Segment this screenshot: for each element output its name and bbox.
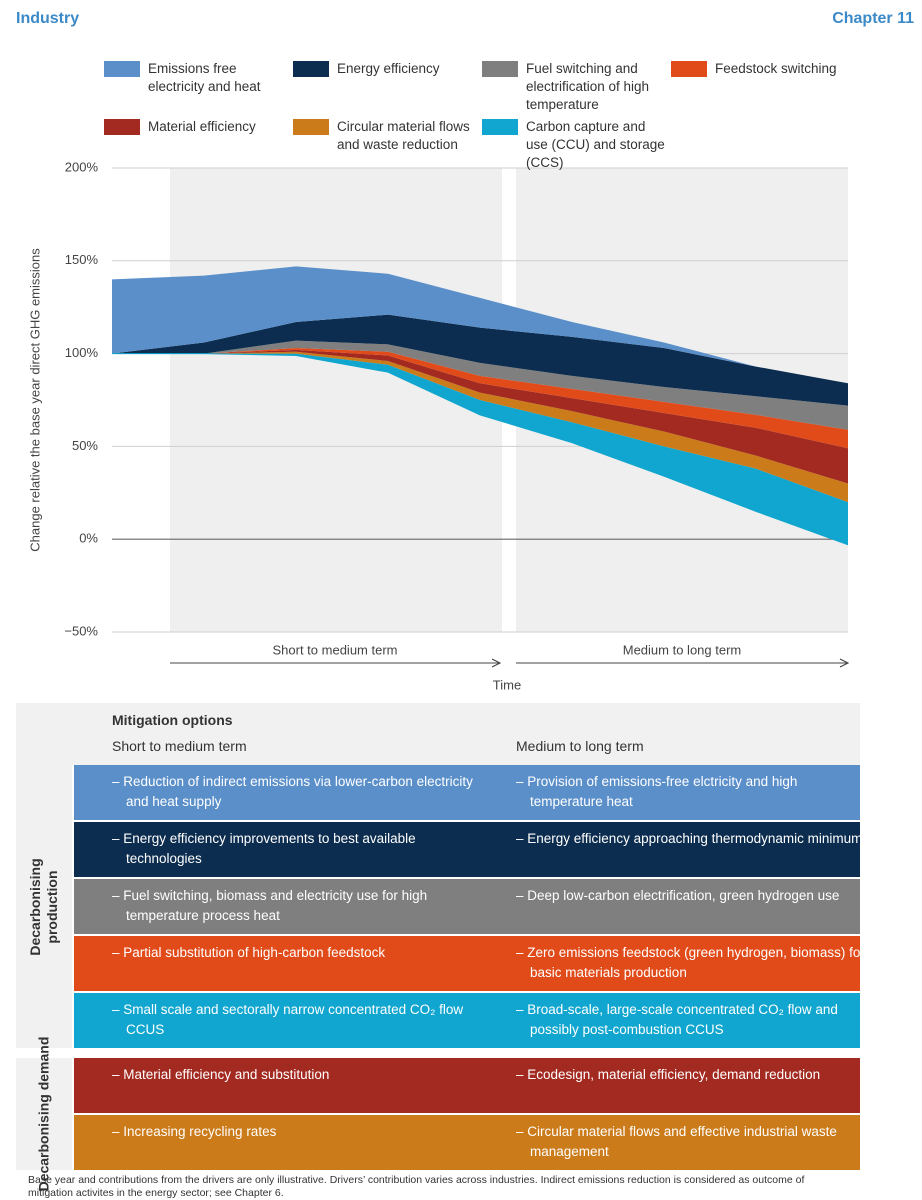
table-cell: – Deep low-carbon electrification, green… (516, 888, 840, 903)
legend-swatch (671, 61, 707, 77)
y-axis-label: Change relative the base year direct GHG… (27, 248, 42, 552)
legend-item: Feedstock switching (671, 60, 857, 78)
legend-swatch (104, 119, 140, 135)
table-row: – Energy efficiency improvements to best… (74, 822, 869, 877)
legend-label: Material efficiency (148, 119, 256, 134)
y-tick-label: −50% (64, 623, 98, 638)
area (112, 314, 848, 406)
legend-swatch (104, 61, 140, 77)
column-header: Short to medium term (112, 738, 247, 754)
legend-swatch (482, 119, 518, 135)
y-tick-label: 0% (79, 531, 98, 546)
table-row: – Small scale and sectorally narrow conc… (74, 993, 860, 1048)
legend-item: Carbon capture and use (CCU) and storage… (482, 118, 668, 172)
table-title: Mitigation options (112, 712, 233, 728)
table-cell: – Energy efficiency approaching thermody… (516, 831, 870, 846)
y-tick-label: 100% (65, 345, 99, 360)
table-cell: – Partial substitution of high-carbon fe… (112, 945, 386, 960)
group-label-cell: Decarbonising production (16, 765, 72, 1048)
table-cell: – Provision of emissions-free elctricity… (516, 774, 798, 809)
y-tick-label: 50% (72, 438, 98, 453)
table-header (16, 703, 860, 765)
legend-swatch (293, 119, 329, 135)
table-row: – Reduction of indirect emissions via lo… (74, 765, 860, 820)
period-label: Short to medium term (273, 642, 398, 657)
legend-label: Carbon capture and use (CCU) and storage… (526, 119, 665, 170)
legend-item: Energy efficiency (293, 60, 479, 78)
legend-label: Circular material flows and waste reduct… (337, 119, 470, 152)
chapter-title: Chapter 11 (832, 10, 914, 27)
x-axis-label: Time (493, 677, 521, 692)
table-row: – Increasing recycling rates – Circular m… (74, 1115, 860, 1170)
column-header: Medium to long term (516, 738, 644, 754)
table-cell: – Small scale and sectorally narrow conc… (112, 1002, 464, 1037)
legend-swatch (293, 61, 329, 77)
table-cell: – Zero emissions feedstock (green hydrog… (516, 945, 865, 980)
table-cell: – Reduction of indirect emissions via lo… (112, 774, 473, 809)
legend-swatch (482, 61, 518, 77)
legend-item: Fuel switching and electrification of hi… (482, 60, 668, 114)
table-row: – Fuel switching, biomass and electricit… (74, 879, 860, 934)
y-tick-label: 150% (65, 252, 99, 267)
table-cell: – Circular material flows and effective … (516, 1124, 837, 1159)
table-cell: – Ecodesign, material efficiency, demand… (516, 1067, 821, 1082)
legend-item: Material efficiency (104, 118, 290, 136)
chart: −50% 0% 50% 100% 150% 200% Short to medium te… (27, 159, 922, 692)
base-line (112, 353, 849, 546)
group-label: Decarbonising production (27, 857, 60, 956)
table-cell: – Energy efficiency improvements to best… (112, 831, 416, 866)
legend-item: Emissions free electricity and heat (104, 60, 290, 96)
period-label: Medium to long term (623, 642, 742, 657)
table-row: – Partial substitution of high-carbon fe… (74, 936, 865, 991)
table-cell: – Broad-scale, large-scale concentrated … (516, 1002, 838, 1037)
table-cell: – Increasing recycling rates (112, 1124, 277, 1139)
section-title: Industry (16, 10, 80, 27)
legend-label: Energy efficiency (337, 61, 440, 76)
period-panel (170, 168, 502, 632)
table-cell: – Fuel switching, biomass and electricit… (112, 888, 428, 923)
footnote: Base year and contributions from the dri… (28, 1174, 805, 1199)
table-row: – Material efficiency and substitution – … (74, 1058, 860, 1113)
legend-item: Circular material flows and waste reduct… (293, 118, 479, 154)
group-label-cell: Decarbonising demand (16, 1037, 72, 1191)
legend-label: Feedstock switching (715, 61, 837, 76)
legend-label: Emissions free electricity and heat (148, 61, 261, 94)
area (112, 266, 848, 384)
table-cell: – Material efficiency and substitution (112, 1067, 330, 1082)
legend-label: Fuel switching and electrification of hi… (526, 61, 650, 112)
y-tick-label: 200% (65, 159, 99, 174)
group-label: Decarbonising demand (35, 1036, 52, 1192)
